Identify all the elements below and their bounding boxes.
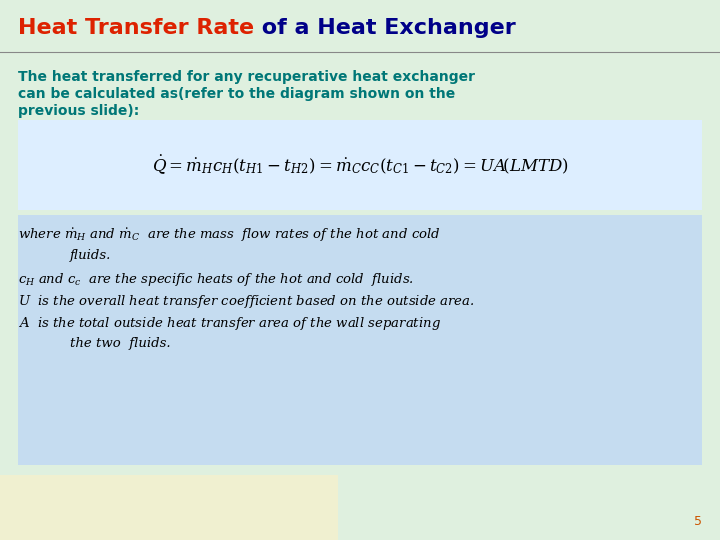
Bar xyxy=(18,120,702,210)
Text: of a Heat Exchanger: of a Heat Exchanger xyxy=(254,18,516,38)
Text: previous slide):: previous slide): xyxy=(18,104,139,118)
Bar xyxy=(338,475,720,540)
Text: where $\dot{m}_H$ and $\dot{m}_C$  are the mass  flow rates of the hot and cold: where $\dot{m}_H$ and $\dot{m}_C$ are th… xyxy=(18,227,441,245)
Text: $c_H$ and $c_c$  are the specific heats of the hot and cold  fluids.: $c_H$ and $c_c$ are the specific heats o… xyxy=(18,271,414,288)
Text: $\dot{Q} = \dot{m}_H c_H \left(t_{H1} - t_{H2}\right)= \dot{m}_C c_C \left(t_{C1: $\dot{Q} = \dot{m}_H c_H \left(t_{H1} - … xyxy=(152,154,568,177)
Bar xyxy=(0,475,338,540)
Text: Heat Transfer Rate: Heat Transfer Rate xyxy=(18,18,254,38)
Text: $A$  is the total outside heat transfer area of the wall separating: $A$ is the total outside heat transfer a… xyxy=(18,315,441,332)
Text: $U$  is the overall heat transfer coefficient based on the outside area.: $U$ is the overall heat transfer coeffic… xyxy=(18,293,474,310)
Text: fluids.: fluids. xyxy=(70,249,112,262)
Bar xyxy=(18,215,702,465)
Text: 5: 5 xyxy=(694,515,702,528)
Text: the two  fluids.: the two fluids. xyxy=(70,337,171,350)
Text: can be calculated as(refer to the diagram shown on the: can be calculated as(refer to the diagra… xyxy=(18,87,455,101)
Text: The heat transferred for any recuperative heat exchanger: The heat transferred for any recuperativ… xyxy=(18,70,475,84)
